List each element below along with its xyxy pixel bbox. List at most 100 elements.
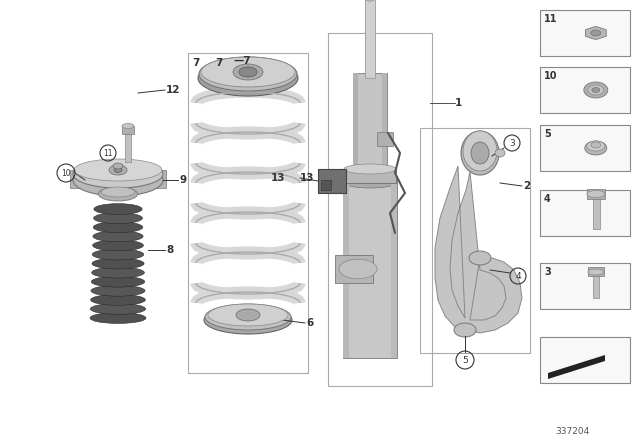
Ellipse shape — [199, 57, 297, 91]
Ellipse shape — [92, 258, 144, 269]
Ellipse shape — [587, 141, 605, 151]
Text: 10: 10 — [61, 168, 71, 177]
Bar — [353, 73, 358, 173]
Polygon shape — [435, 166, 522, 333]
Bar — [540, 190, 630, 236]
Ellipse shape — [591, 30, 601, 36]
Text: 8: 8 — [166, 245, 173, 255]
Ellipse shape — [204, 306, 292, 334]
Bar — [593, 274, 599, 298]
Ellipse shape — [93, 213, 143, 224]
Ellipse shape — [90, 303, 146, 314]
Ellipse shape — [344, 164, 396, 174]
Ellipse shape — [592, 87, 600, 92]
Text: 4: 4 — [515, 271, 521, 280]
Text: 337204: 337204 — [555, 427, 589, 436]
Bar — [391, 176, 397, 358]
Ellipse shape — [92, 276, 145, 287]
Ellipse shape — [73, 164, 163, 196]
Text: 10: 10 — [544, 71, 557, 81]
Bar — [343, 176, 349, 358]
Ellipse shape — [587, 190, 605, 198]
Text: 3: 3 — [509, 138, 515, 147]
Bar — [343, 176, 397, 358]
Text: 3: 3 — [544, 267, 551, 277]
Text: 11: 11 — [544, 14, 557, 24]
Bar — [70, 170, 166, 188]
Polygon shape — [586, 26, 606, 39]
Ellipse shape — [74, 159, 162, 181]
Text: 7: 7 — [193, 58, 200, 68]
Text: 7: 7 — [215, 58, 222, 68]
Bar — [188, 53, 308, 373]
Ellipse shape — [93, 222, 143, 233]
Ellipse shape — [198, 60, 298, 96]
Bar — [122, 126, 134, 134]
Ellipse shape — [239, 67, 257, 77]
Ellipse shape — [236, 309, 260, 321]
Ellipse shape — [208, 304, 288, 326]
Bar — [321, 180, 331, 190]
Bar — [588, 267, 604, 276]
Ellipse shape — [588, 85, 604, 95]
Ellipse shape — [585, 141, 607, 155]
Bar — [587, 189, 605, 199]
Ellipse shape — [471, 142, 489, 164]
Ellipse shape — [201, 57, 295, 87]
Bar — [540, 67, 630, 113]
Bar — [540, 263, 630, 309]
Bar — [382, 73, 387, 173]
Text: 4: 4 — [544, 194, 551, 204]
Text: 5: 5 — [462, 356, 468, 365]
Text: 13: 13 — [300, 173, 314, 183]
Text: 13: 13 — [271, 173, 285, 183]
Bar — [318, 169, 346, 193]
Polygon shape — [548, 355, 605, 379]
Bar — [335, 255, 373, 283]
Ellipse shape — [588, 269, 604, 275]
Ellipse shape — [495, 149, 505, 157]
Ellipse shape — [90, 313, 146, 323]
Ellipse shape — [73, 160, 163, 188]
Bar — [125, 132, 131, 162]
Ellipse shape — [113, 163, 123, 169]
Ellipse shape — [91, 294, 145, 305]
Text: 5: 5 — [544, 129, 551, 139]
Text: 11: 11 — [103, 148, 113, 158]
Ellipse shape — [233, 64, 263, 80]
Ellipse shape — [469, 251, 491, 265]
Ellipse shape — [344, 178, 396, 188]
Bar — [593, 197, 600, 229]
Bar — [353, 73, 387, 173]
Ellipse shape — [584, 82, 608, 98]
Ellipse shape — [93, 240, 143, 251]
Ellipse shape — [91, 285, 145, 296]
Ellipse shape — [93, 231, 143, 242]
Ellipse shape — [461, 131, 499, 175]
Ellipse shape — [365, 0, 375, 1]
Ellipse shape — [463, 131, 497, 171]
Ellipse shape — [365, 0, 375, 1]
Ellipse shape — [114, 168, 122, 172]
Bar — [540, 125, 630, 171]
Text: 12: 12 — [166, 85, 180, 95]
Ellipse shape — [454, 323, 476, 337]
Ellipse shape — [339, 259, 377, 279]
Ellipse shape — [122, 124, 134, 129]
Text: 1: 1 — [455, 98, 462, 108]
Bar — [540, 337, 630, 383]
Ellipse shape — [99, 187, 138, 201]
Ellipse shape — [94, 204, 142, 215]
Text: —7: —7 — [234, 56, 252, 66]
Bar — [377, 132, 393, 146]
Text: 6: 6 — [306, 318, 313, 328]
Ellipse shape — [109, 165, 127, 175]
Ellipse shape — [92, 249, 144, 260]
Ellipse shape — [92, 267, 145, 278]
Bar — [344, 169, 396, 183]
Text: 2: 2 — [523, 181, 531, 191]
Ellipse shape — [205, 304, 291, 330]
Bar — [365, 0, 375, 78]
Ellipse shape — [101, 187, 135, 197]
Ellipse shape — [591, 142, 601, 148]
